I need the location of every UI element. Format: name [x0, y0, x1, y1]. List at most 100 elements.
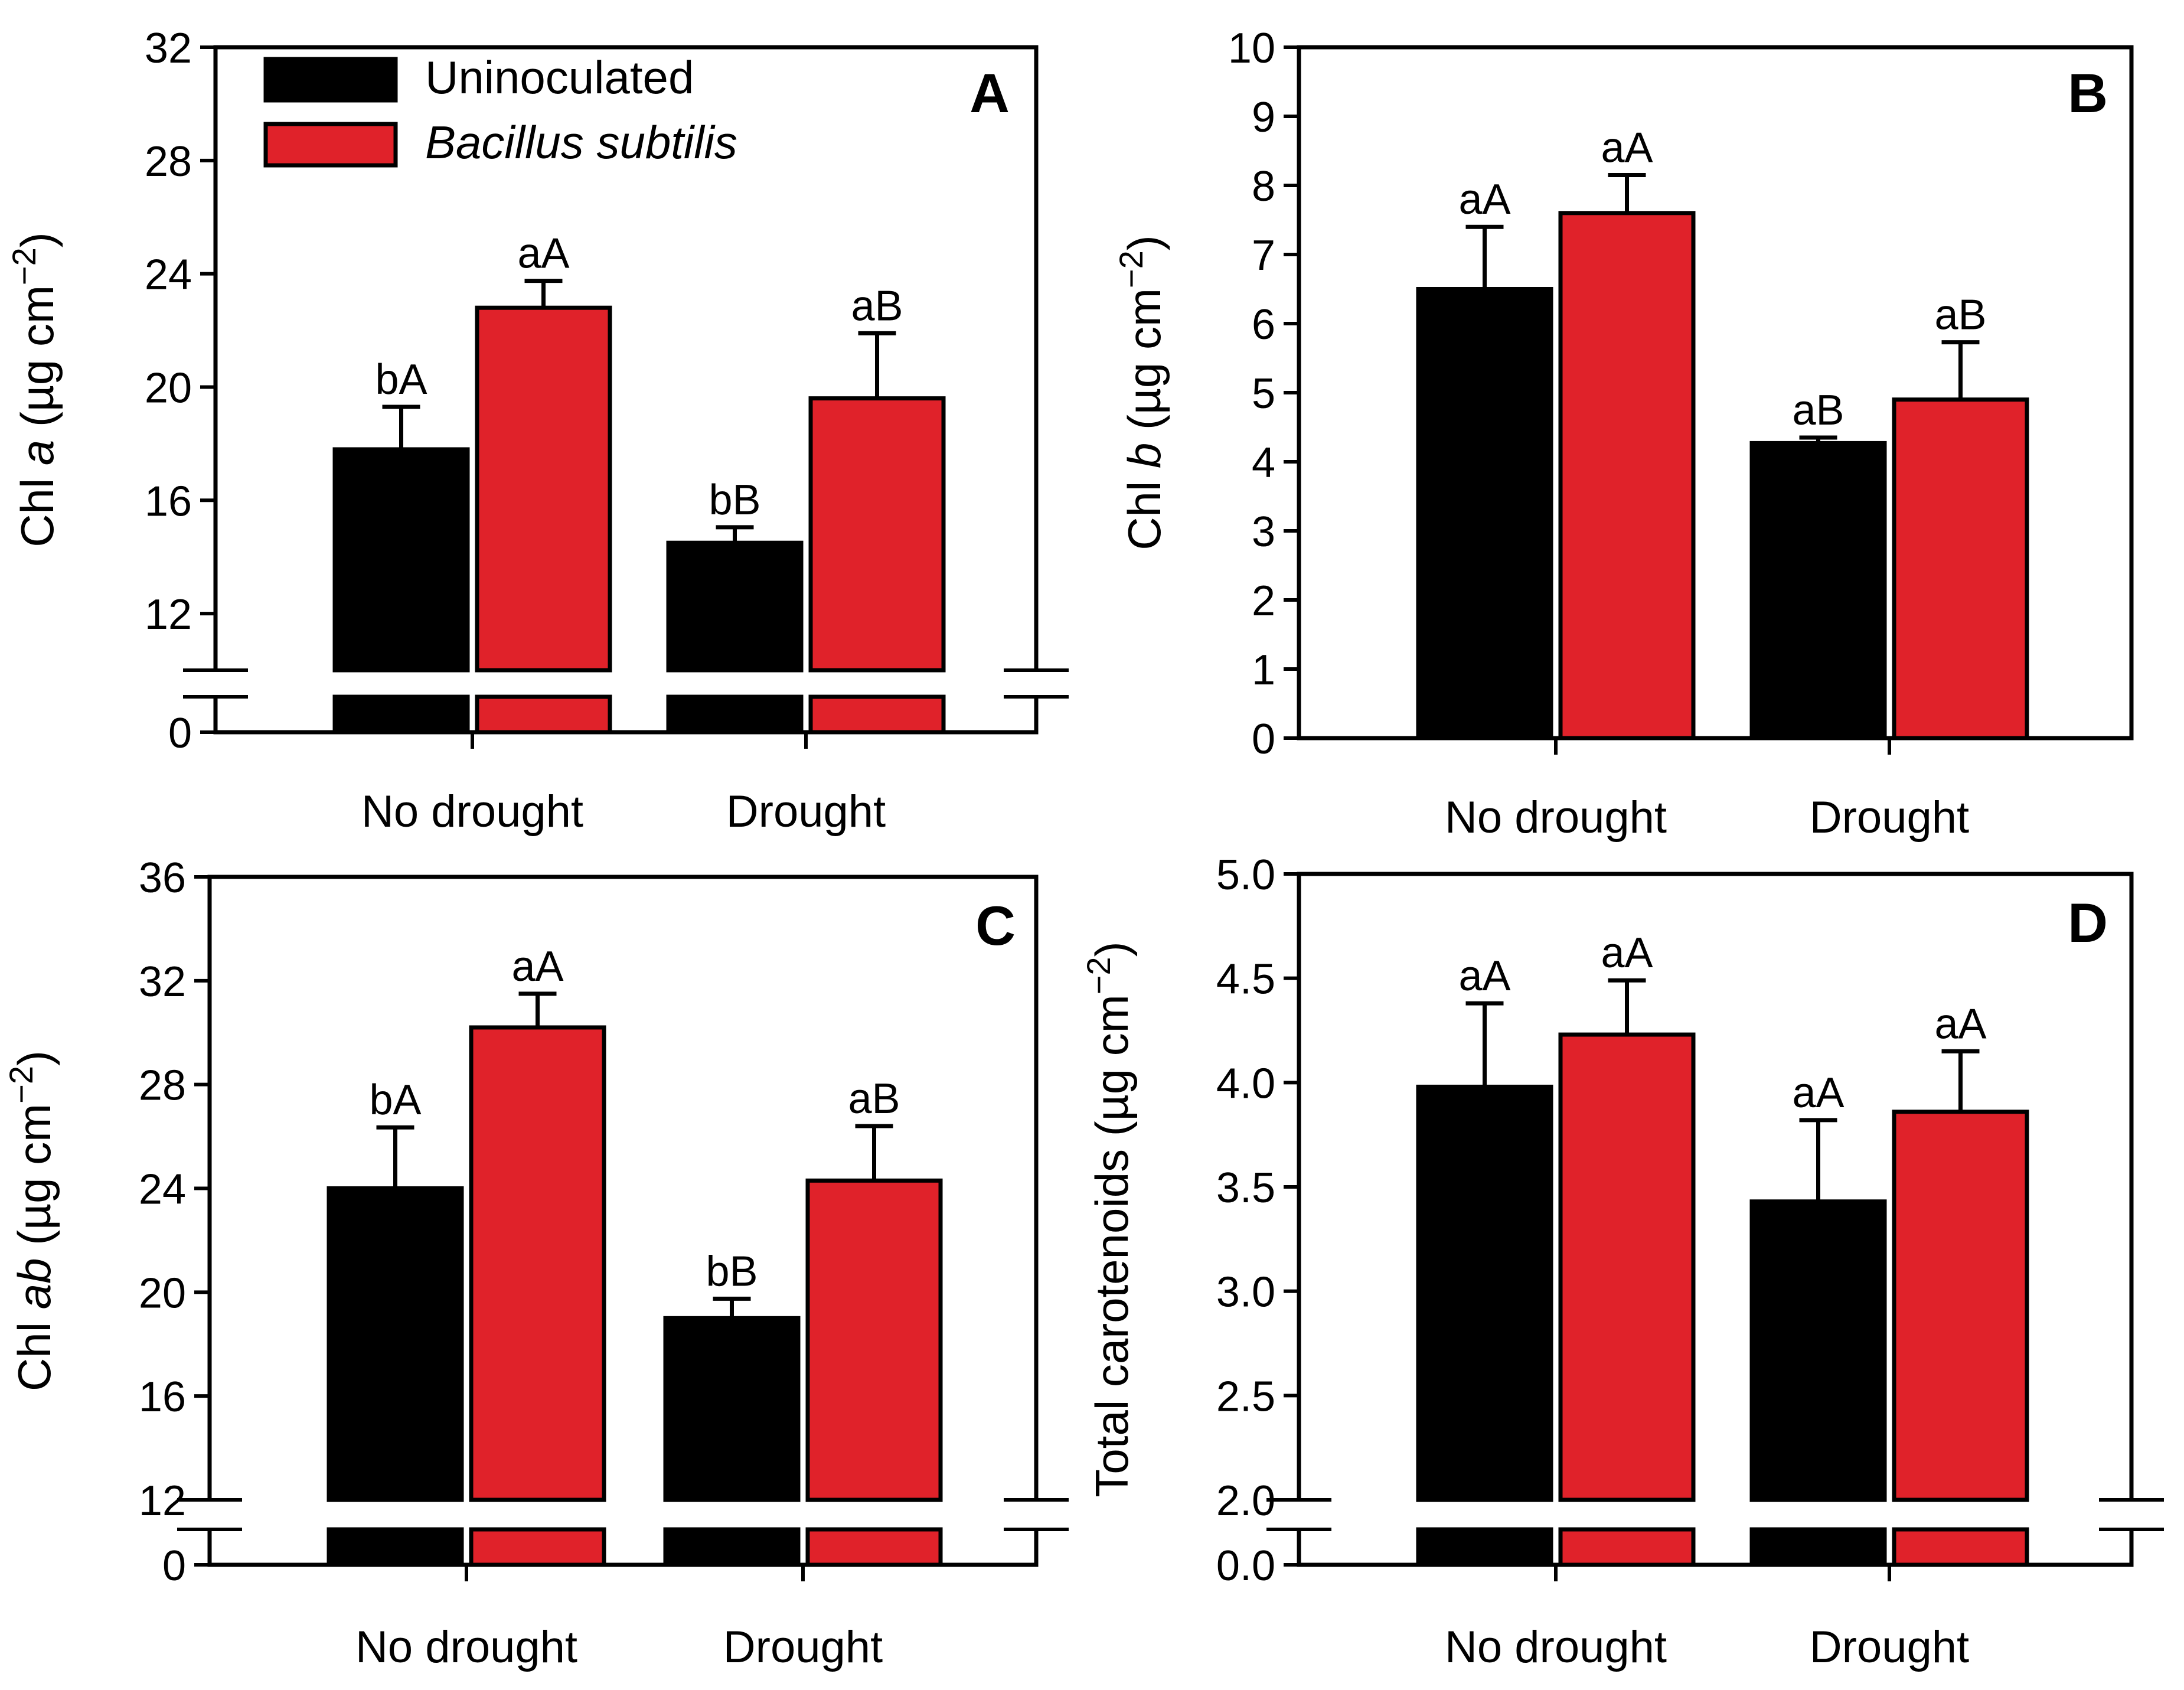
- x-category-label: Drought: [726, 787, 886, 837]
- bar-lower: [1416, 1527, 1553, 1567]
- significance-label: aB: [851, 282, 903, 329]
- significance-label: bA: [375, 356, 427, 403]
- y-tick-label: 7: [1252, 232, 1275, 279]
- bar-upper: [805, 1178, 943, 1502]
- bar-upper: [663, 1316, 801, 1502]
- y-axis-title-superscript: −2: [5, 247, 43, 285]
- y-axis-title-close: ): [1086, 941, 1138, 957]
- y-axis-title: Chl a (µg cm−2): [5, 232, 63, 547]
- y-tick-label: 2.5: [1216, 1373, 1275, 1420]
- y-tick-label: 16: [145, 478, 192, 525]
- bar-upper: [1558, 1032, 1696, 1502]
- y-tick-label: 28: [145, 138, 192, 185]
- y-axis-title-close: ): [1118, 235, 1170, 250]
- significance-label: aA: [1458, 952, 1510, 1000]
- bar-upper: [666, 540, 804, 673]
- y-axis-title-units: (µg cm: [1118, 288, 1170, 443]
- significance-label: aA: [517, 230, 569, 278]
- x-category-label: No drought: [1445, 1622, 1667, 1672]
- legend: Uninoculated Bacillus subtilis: [263, 51, 737, 168]
- y-tick-label: 36: [139, 854, 186, 902]
- y-axis-title-italic: a: [11, 440, 63, 465]
- significance-label: bB: [709, 477, 760, 524]
- bar: [1749, 441, 1887, 740]
- y-tick-label: 8: [1252, 163, 1275, 210]
- y-tick-label: 0.0: [1216, 1542, 1275, 1590]
- y-tick-label: 28: [139, 1062, 186, 1110]
- bar-upper: [808, 396, 946, 673]
- bar: [1558, 211, 1696, 740]
- y-tick-label: 4.5: [1216, 956, 1275, 1003]
- significance-label: bA: [369, 1076, 421, 1124]
- bar-lower: [475, 694, 612, 735]
- y-tick-label: 32: [145, 25, 192, 72]
- y-axis-title-close: ): [11, 232, 63, 247]
- y-axis-title-units: (µg cm: [8, 1104, 60, 1258]
- y-axis-title-text: Chl: [8, 1309, 60, 1391]
- significance-label: aB: [1792, 387, 1844, 434]
- bar-lower: [332, 694, 470, 735]
- y-axis-title-text: Total carotenoids (µg cm: [1086, 994, 1138, 1497]
- legend-label: Uninoculated: [425, 51, 694, 103]
- panel-letter: C: [975, 895, 1016, 957]
- y-tick-label: 4: [1252, 439, 1275, 487]
- y-axis-title: Total carotenoids (µg cm−2): [1080, 941, 1138, 1497]
- axis-frame-lower: [213, 697, 1039, 735]
- bar-lower: [663, 1527, 801, 1567]
- x-category-label: No drought: [355, 1622, 577, 1672]
- bar-upper: [1892, 1110, 2029, 1502]
- significance-label: aA: [1792, 1069, 1844, 1117]
- significance-label: bB: [706, 1248, 758, 1295]
- y-tick-label: 24: [145, 252, 192, 299]
- bar-lower: [327, 1527, 464, 1567]
- significance-label: aA: [1458, 176, 1510, 223]
- significance-label: aA: [1601, 929, 1653, 977]
- axis-frame-upper: [213, 45, 1039, 670]
- bar-upper: [475, 305, 612, 673]
- x-category-label: Drought: [1810, 1622, 1969, 1672]
- y-axis-title-italic: b: [1118, 443, 1170, 468]
- legend-label: Bacillus subtilis: [425, 116, 737, 168]
- y-tick-label: 20: [145, 364, 192, 412]
- y-tick-label: 16: [139, 1373, 186, 1421]
- y-axis-title-superscript: −2: [1112, 250, 1150, 288]
- bar-upper: [1416, 1084, 1553, 1502]
- y-axis-title: Chl ab (µg cm−2): [2, 1050, 60, 1391]
- axis-frame-lower: [1297, 1529, 2134, 1567]
- panel-letter: D: [2068, 892, 2108, 954]
- y-tick-label: 9: [1252, 94, 1275, 141]
- y-tick-label: 20: [139, 1270, 186, 1317]
- bar: [1892, 397, 2029, 740]
- panel-c: bA bB aA aB 0 12 16 20 24 28 32 36 No drought Drought…: [2, 854, 1069, 1672]
- bar-upper: [327, 1186, 464, 1502]
- x-category-label: No drought: [1445, 792, 1667, 843]
- bar-upper: [469, 1025, 606, 1502]
- y-axis-title-units: (µg cm: [11, 285, 63, 440]
- y-axis-title-close: ): [8, 1050, 60, 1066]
- bar-upper: [1749, 1199, 1887, 1502]
- x-category-label: No drought: [361, 787, 583, 837]
- y-tick-label: 24: [139, 1166, 186, 1213]
- panel-letter: A: [969, 62, 1010, 124]
- bar-lower: [1558, 1527, 1696, 1567]
- y-axis-title-text: Chl: [1118, 468, 1170, 550]
- bar-upper: [332, 447, 470, 673]
- y-axis-title-superscript: −2: [1080, 957, 1117, 994]
- y-tick-label: 5: [1252, 370, 1275, 417]
- y-axis-title-superscript: −2: [2, 1066, 40, 1104]
- y-tick-label: 2: [1252, 578, 1275, 625]
- legend-swatch: [263, 57, 398, 103]
- y-tick-label: 10: [1228, 25, 1275, 72]
- bar-lower: [1749, 1527, 1887, 1567]
- y-tick-label: 0: [1252, 716, 1275, 763]
- significance-label: aA: [511, 943, 563, 990]
- y-tick-label: 5.0: [1216, 851, 1275, 899]
- panel-d: aA aA aA aA 0.0 2.0 2.5 3.0 3.5 4.0 4.5 5.0 No droug…: [1080, 851, 2164, 1672]
- y-tick-label: 3: [1252, 508, 1275, 556]
- y-axis-title: Chl b (µg cm−2): [1112, 235, 1170, 550]
- axis-frame-lower: [207, 1529, 1039, 1567]
- y-tick-label: 0: [168, 710, 192, 757]
- bar-lower: [469, 1527, 606, 1567]
